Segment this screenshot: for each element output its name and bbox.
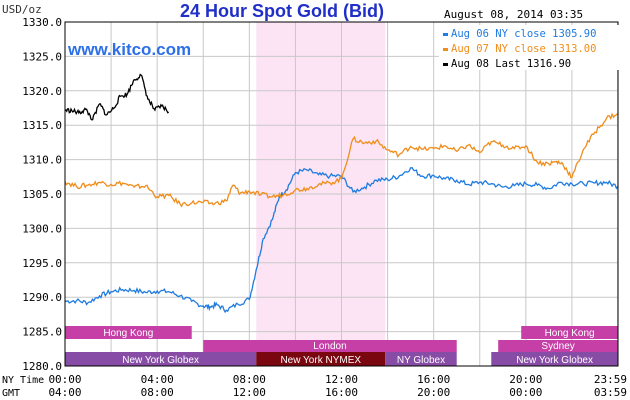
y-axis: 1280.0 1285.0 1290.0 1295.0 1300.0 1305.0 1310…	[22, 16, 62, 373]
session-label: New York NYMEX	[280, 355, 361, 366]
x-tick-label: 04:00	[48, 386, 81, 399]
y-tick-label: 1305.0	[22, 188, 62, 201]
session-bar	[498, 340, 618, 352]
x-tick-label: 16:00	[417, 373, 450, 386]
x-tick-label: 00:00	[509, 386, 542, 399]
session-bar	[256, 352, 386, 366]
session-bar	[521, 326, 618, 339]
session-bar	[203, 340, 457, 352]
legend-entry: Aug 07 NY close 1313.00	[451, 43, 596, 55]
y-tick-label: 1295.0	[22, 257, 62, 270]
y-tick-label: 1325.0	[22, 50, 62, 63]
x-tick-label: 12:00	[233, 386, 266, 399]
legend-swatch	[443, 48, 448, 51]
legend-box	[439, 25, 619, 70]
session-label: NY Globex	[397, 355, 445, 366]
y-tick-label: 1320.0	[22, 85, 62, 98]
series-line	[64, 112, 619, 208]
session-bar	[385, 352, 457, 366]
x-tick-label: 20:00	[417, 386, 450, 399]
x-axis-row-label: NY Time	[2, 375, 44, 386]
y-tick-label: 1330.0	[22, 16, 62, 29]
x-axis-row-label: GMT	[2, 388, 20, 399]
legend-swatch	[443, 33, 448, 36]
y-tick-label: 1315.0	[22, 119, 62, 132]
x-tick-label: 08:00	[233, 373, 266, 386]
market-sessions: Hong Kong Hong Kong London Sydney New York G…	[65, 326, 618, 366]
x-tick-label: 08:00	[141, 386, 174, 399]
session-label: Sydney	[541, 341, 574, 352]
watermark: www.kitco.com	[67, 40, 191, 59]
timestamp: August 08, 2014 03:35	[444, 8, 583, 21]
legend: Aug 06 NY close 1305.90 Aug 07 NY close 1…	[439, 25, 619, 70]
price-series	[64, 73, 619, 314]
x-tick-label: 03:59	[594, 386, 627, 399]
plot-border	[64, 21, 619, 367]
x-tick-label: 20:00	[509, 373, 542, 386]
y-tick-label: 1285.0	[22, 326, 62, 339]
session-label: Hong Kong	[545, 328, 595, 339]
x-tick-label: 16:00	[325, 386, 358, 399]
y-unit-label: USD/oz	[2, 3, 42, 16]
legend-swatch	[443, 63, 448, 66]
session-label: New York Globex	[122, 355, 199, 366]
x-tick-label: 23:59	[594, 373, 627, 386]
y-tick-label: 1310.0	[22, 154, 62, 167]
session-bar	[65, 352, 257, 366]
session-label: New York Globex	[516, 355, 593, 366]
y-tick-label: 1280.0	[22, 360, 62, 373]
x-tick-label: 04:00	[141, 373, 174, 386]
session-bar	[65, 326, 192, 339]
x-tick-label: 00:00	[48, 373, 81, 386]
series-line	[64, 73, 170, 121]
x-tick-label: 12:00	[325, 373, 358, 386]
legend-entry: Aug 06 NY close 1305.90	[451, 28, 596, 40]
session-label: Hong Kong	[103, 328, 153, 339]
session-label: London	[313, 341, 346, 352]
legend-entry: Aug 08 Last 1316.90	[451, 58, 571, 70]
series-line	[65, 166, 619, 314]
y-tick-label: 1290.0	[22, 291, 62, 304]
x-axis: NY Time 00:00 04:00 08:00 12:00 16:00 20:00 23:…	[2, 373, 627, 399]
chart-title: 24 Hour Spot Gold (Bid)	[180, 1, 384, 21]
session-bar	[491, 352, 618, 366]
y-tick-label: 1300.0	[22, 222, 62, 235]
